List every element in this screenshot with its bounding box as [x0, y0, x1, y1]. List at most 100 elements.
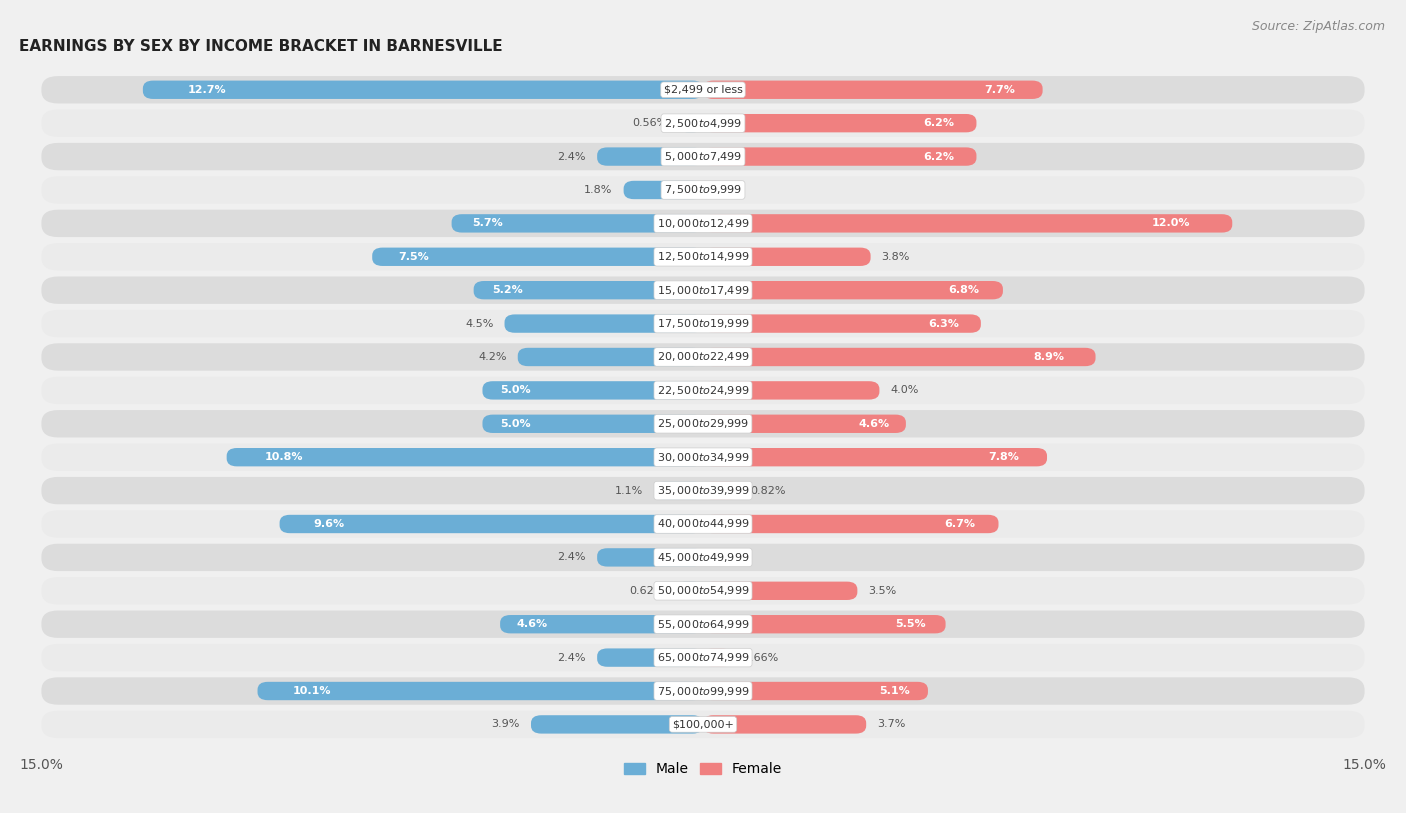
Text: 7.8%: 7.8%	[988, 452, 1019, 463]
Text: 2.4%: 2.4%	[558, 552, 586, 563]
FancyBboxPatch shape	[703, 348, 1095, 366]
Text: $50,000 to $54,999: $50,000 to $54,999	[657, 585, 749, 598]
FancyBboxPatch shape	[41, 711, 1365, 738]
FancyBboxPatch shape	[41, 310, 1365, 337]
Legend: Male, Female: Male, Female	[624, 763, 782, 776]
Text: 8.9%: 8.9%	[1033, 352, 1064, 362]
FancyBboxPatch shape	[41, 511, 1365, 537]
Text: 7.5%: 7.5%	[399, 252, 429, 262]
Text: EARNINGS BY SEX BY INCOME BRACKET IN BARNESVILLE: EARNINGS BY SEX BY INCOME BRACKET IN BAR…	[20, 39, 503, 54]
Text: 2.4%: 2.4%	[558, 151, 586, 162]
FancyBboxPatch shape	[280, 515, 703, 533]
FancyBboxPatch shape	[41, 343, 1365, 371]
FancyBboxPatch shape	[703, 415, 905, 433]
Text: 2.4%: 2.4%	[558, 653, 586, 663]
Text: $100,000+: $100,000+	[672, 720, 734, 729]
Text: $55,000 to $64,999: $55,000 to $64,999	[657, 618, 749, 631]
Text: $17,500 to $19,999: $17,500 to $19,999	[657, 317, 749, 330]
Text: 3.5%: 3.5%	[869, 586, 897, 596]
Text: $5,000 to $7,499: $5,000 to $7,499	[664, 150, 742, 163]
Text: 6.7%: 6.7%	[943, 519, 974, 529]
FancyBboxPatch shape	[678, 114, 703, 133]
FancyBboxPatch shape	[703, 114, 976, 133]
Text: 6.2%: 6.2%	[924, 118, 955, 128]
FancyBboxPatch shape	[598, 548, 703, 567]
FancyBboxPatch shape	[41, 110, 1365, 137]
FancyBboxPatch shape	[654, 481, 703, 500]
Text: $30,000 to $34,999: $30,000 to $34,999	[657, 450, 749, 463]
FancyBboxPatch shape	[676, 581, 703, 600]
Text: $12,500 to $14,999: $12,500 to $14,999	[657, 250, 749, 263]
FancyBboxPatch shape	[143, 80, 703, 99]
Text: 0.56%: 0.56%	[633, 118, 668, 128]
FancyBboxPatch shape	[531, 715, 703, 733]
FancyBboxPatch shape	[598, 649, 703, 667]
Text: 5.0%: 5.0%	[501, 385, 530, 395]
Text: $45,000 to $49,999: $45,000 to $49,999	[657, 551, 749, 564]
FancyBboxPatch shape	[501, 615, 703, 633]
Text: $10,000 to $12,499: $10,000 to $12,499	[657, 217, 749, 230]
Text: 5.0%: 5.0%	[501, 419, 530, 428]
Text: 0.0%: 0.0%	[714, 552, 742, 563]
FancyBboxPatch shape	[41, 444, 1365, 471]
FancyBboxPatch shape	[41, 176, 1365, 204]
Text: 0.82%: 0.82%	[751, 485, 786, 496]
Text: 3.7%: 3.7%	[877, 720, 905, 729]
FancyBboxPatch shape	[41, 276, 1365, 304]
FancyBboxPatch shape	[703, 147, 976, 166]
Text: 4.0%: 4.0%	[890, 385, 920, 395]
FancyBboxPatch shape	[41, 210, 1365, 237]
FancyBboxPatch shape	[703, 315, 981, 333]
Text: 10.8%: 10.8%	[264, 452, 304, 463]
Text: 4.6%: 4.6%	[516, 620, 547, 629]
Text: $75,000 to $99,999: $75,000 to $99,999	[657, 685, 749, 698]
Text: 0.66%: 0.66%	[744, 653, 779, 663]
FancyBboxPatch shape	[598, 147, 703, 166]
FancyBboxPatch shape	[703, 649, 733, 667]
Text: $2,500 to $4,999: $2,500 to $4,999	[664, 117, 742, 129]
Text: 7.7%: 7.7%	[984, 85, 1015, 95]
FancyBboxPatch shape	[41, 644, 1365, 672]
Text: $35,000 to $39,999: $35,000 to $39,999	[657, 484, 749, 497]
Text: 12.7%: 12.7%	[187, 85, 226, 95]
Text: 5.7%: 5.7%	[471, 219, 502, 228]
Text: 3.9%: 3.9%	[492, 720, 520, 729]
Text: $25,000 to $29,999: $25,000 to $29,999	[657, 417, 749, 430]
Text: 4.2%: 4.2%	[478, 352, 506, 362]
FancyBboxPatch shape	[41, 243, 1365, 271]
FancyBboxPatch shape	[703, 481, 740, 500]
FancyBboxPatch shape	[41, 76, 1365, 103]
FancyBboxPatch shape	[703, 715, 866, 733]
FancyBboxPatch shape	[482, 381, 703, 399]
FancyBboxPatch shape	[517, 348, 703, 366]
FancyBboxPatch shape	[41, 410, 1365, 437]
FancyBboxPatch shape	[474, 281, 703, 299]
Text: $22,500 to $24,999: $22,500 to $24,999	[657, 384, 749, 397]
FancyBboxPatch shape	[703, 448, 1047, 467]
FancyBboxPatch shape	[373, 248, 703, 266]
FancyBboxPatch shape	[703, 615, 946, 633]
FancyBboxPatch shape	[41, 611, 1365, 638]
FancyBboxPatch shape	[41, 376, 1365, 404]
FancyBboxPatch shape	[505, 315, 703, 333]
Text: 3.8%: 3.8%	[882, 252, 910, 262]
FancyBboxPatch shape	[451, 214, 703, 233]
FancyBboxPatch shape	[703, 515, 998, 533]
FancyBboxPatch shape	[41, 577, 1365, 605]
Text: 1.1%: 1.1%	[616, 485, 644, 496]
Text: 9.6%: 9.6%	[314, 519, 344, 529]
Text: $15,000 to $17,499: $15,000 to $17,499	[657, 284, 749, 297]
FancyBboxPatch shape	[624, 180, 703, 199]
FancyBboxPatch shape	[257, 682, 703, 700]
Text: 6.2%: 6.2%	[924, 151, 955, 162]
Text: 0.62%: 0.62%	[630, 586, 665, 596]
FancyBboxPatch shape	[703, 248, 870, 266]
Text: 4.6%: 4.6%	[859, 419, 890, 428]
FancyBboxPatch shape	[703, 281, 1002, 299]
Text: 5.5%: 5.5%	[896, 620, 927, 629]
Text: $7,500 to $9,999: $7,500 to $9,999	[664, 184, 742, 197]
Text: 4.5%: 4.5%	[465, 319, 494, 328]
FancyBboxPatch shape	[41, 477, 1365, 504]
FancyBboxPatch shape	[482, 415, 703, 433]
Text: $65,000 to $74,999: $65,000 to $74,999	[657, 651, 749, 664]
